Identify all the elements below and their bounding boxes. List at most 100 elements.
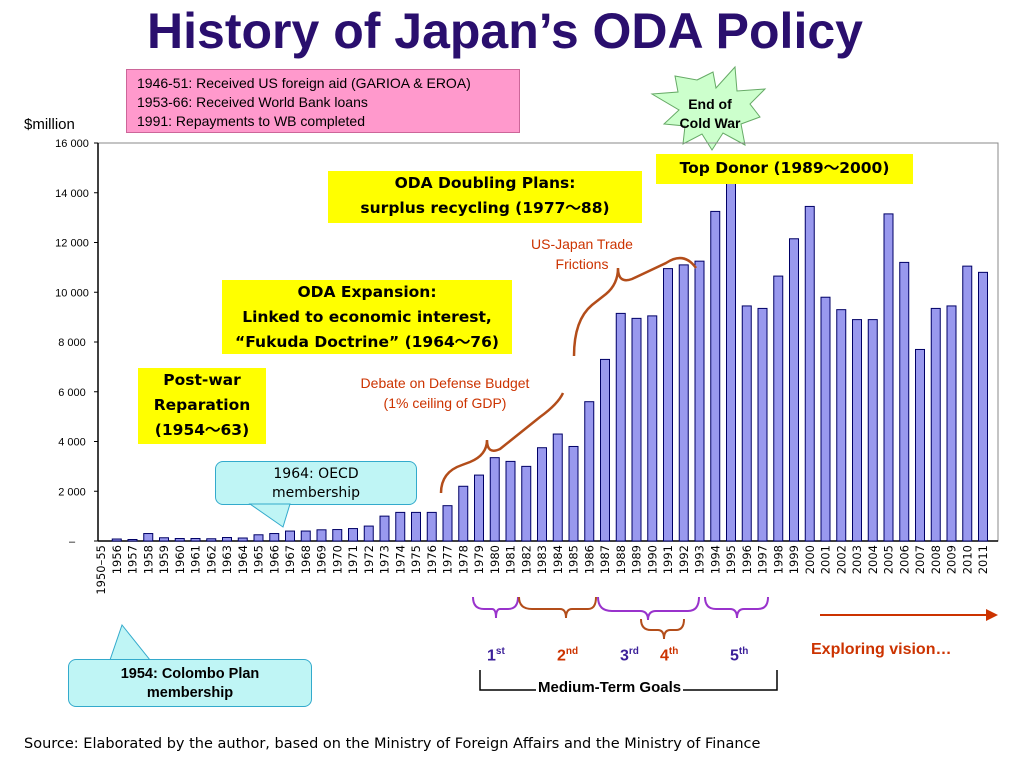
x-tick-label: 1964	[236, 545, 250, 574]
bar-1985	[568, 445, 579, 542]
expansion-line-2: Linked to economic interest,	[242, 308, 492, 326]
top-donor-label: Top Donor (1989～2000)	[656, 154, 913, 184]
bar-1991	[663, 268, 673, 542]
bar-1987	[600, 358, 610, 542]
aid-received-note: 1946-51: Received US foreign aid (GARIOA…	[126, 69, 520, 133]
colombo-pointer	[109, 623, 152, 661]
x-tick-label: 1981	[504, 545, 518, 574]
y-tick-label: 10 000	[55, 287, 89, 299]
bar-2006	[899, 261, 910, 542]
goal-1-bracket	[472, 596, 519, 619]
x-tick-label: 1980	[488, 545, 502, 574]
x-tick-label: 2002	[834, 545, 848, 574]
cold-war-label-1: End of	[688, 96, 732, 112]
x-tick-label: 2005	[882, 545, 896, 574]
bar-2003	[852, 319, 862, 542]
x-tick-label: 2010	[960, 545, 974, 574]
bar-2000	[804, 205, 815, 542]
x-tick-label: 1998	[771, 545, 785, 574]
oda-expansion-label: ODA Expansion: Linked to economic intere…	[222, 280, 512, 354]
x-tick-label: 1975	[409, 545, 423, 574]
x-tick-label: 1962	[204, 545, 218, 574]
bar-1968	[300, 530, 311, 542]
x-tick-label: 1983	[535, 545, 549, 574]
x-tick-label: 2001	[819, 545, 833, 574]
goal-2-bracket	[518, 596, 597, 619]
goal-5-suffix: th	[738, 646, 749, 657]
y-tick-label: –	[69, 536, 76, 548]
x-tick-label: 1966	[267, 545, 281, 574]
bar-1983	[537, 447, 547, 542]
x-tick-label: 1976	[425, 545, 439, 574]
postwar-reparation-label: Post-war Reparation (1954～63)	[138, 368, 266, 444]
bar-1994	[710, 210, 721, 542]
y-tick-label: 8 000	[58, 337, 86, 349]
goal-4-number: 4	[660, 647, 669, 665]
x-tick-label: 1984	[551, 545, 565, 574]
goal-3-number: 3	[620, 647, 629, 665]
y-axis-unit: $million	[24, 116, 75, 133]
bar-1958	[143, 533, 154, 542]
bar-1967	[285, 530, 295, 542]
source-note: Source: Elaborated by the author, based …	[24, 736, 761, 752]
bar-1974	[395, 511, 406, 542]
x-tick-label: 1965	[252, 545, 266, 574]
starburst-shape	[650, 65, 767, 151]
bar-1993	[694, 260, 705, 542]
x-tick-label: 1956	[110, 545, 124, 574]
bar-1978	[458, 485, 469, 542]
bar-1999	[789, 238, 799, 542]
x-tick-label: 1969	[315, 545, 329, 574]
x-tick-label: 1993	[693, 545, 707, 574]
goal-2-number: 2	[557, 647, 566, 665]
bar-1981	[505, 460, 516, 542]
colombo-line-1: 1954: Colombo Plan	[120, 666, 260, 682]
y-ticks: – 2 000 4 000 6 000 8 000 10 000 12 000 14 000 1…	[55, 138, 98, 548]
x-tick-label: 2000	[803, 545, 817, 574]
x-tick-label: 2007	[913, 545, 927, 574]
postwar-line-3: (1954～63)	[154, 421, 250, 439]
bar-1965	[253, 534, 264, 542]
bar-1988	[615, 312, 626, 542]
y-tick-label: 4 000	[58, 437, 86, 449]
x-tick-label: 1995	[724, 545, 738, 574]
goal-1-label: 1st	[487, 646, 505, 665]
goal-5-bracket	[704, 596, 769, 619]
cold-war-label-2: Cold War	[680, 115, 741, 131]
x-tick-label: 1950–55	[94, 545, 108, 595]
x-tick-label: 2004	[866, 545, 880, 574]
x-tick-label: 1988	[614, 545, 628, 574]
bar-1990	[647, 315, 658, 542]
bar-2005	[883, 213, 894, 542]
goal-3-label: 3rd	[620, 646, 639, 665]
x-tick-label: 1999	[787, 545, 801, 574]
x-tick-label: 1987	[598, 545, 612, 574]
x-tick-label: 1970	[330, 545, 344, 574]
x-tick-label: 1990	[645, 545, 659, 574]
bar-1984	[552, 433, 563, 542]
goal-4-bracket	[640, 618, 685, 640]
bar-1986	[584, 401, 595, 542]
goal-5-number: 5	[730, 647, 739, 665]
bar-1959	[159, 537, 169, 542]
bar-1963	[222, 537, 232, 542]
x-tick-label: 1979	[472, 545, 486, 574]
note-line: 1953-66: Received World Bank loans	[137, 94, 368, 110]
oecd-line-1: 1964: OECD	[273, 466, 359, 482]
colombo-plan-callout: 1954: Colombo Plan membership	[68, 659, 312, 707]
bar-1969	[316, 529, 327, 542]
x-tick-label: 1959	[157, 545, 171, 574]
medium-term-goals-label: Medium-Term Goals	[536, 679, 684, 696]
goal-4-label: 4th	[660, 646, 678, 665]
bar-1982	[521, 465, 532, 542]
x-tick-label: 1958	[141, 545, 155, 574]
bar-1975	[411, 511, 421, 542]
doubling-line-2: surplus recycling (1977～88)	[360, 199, 610, 217]
goal-1-suffix: st	[495, 646, 505, 657]
note-line: 1946-51: Received US foreign aid (GARIOA…	[137, 75, 471, 91]
oecd-pointer	[248, 503, 291, 528]
bar-1960	[174, 538, 185, 542]
x-tick-label: 1985	[567, 545, 581, 574]
bar-2001	[820, 296, 831, 542]
